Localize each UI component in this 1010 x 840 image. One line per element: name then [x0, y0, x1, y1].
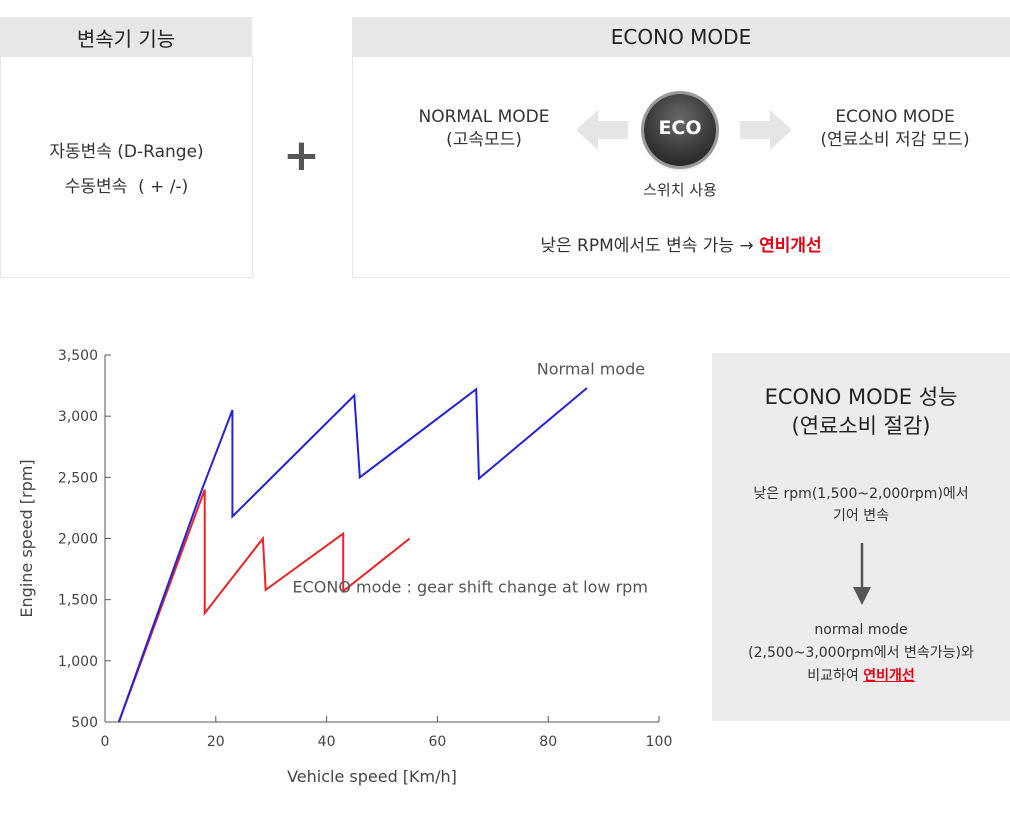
y-tick-label: 3,500 — [58, 348, 98, 364]
econo-performance-box: ECONO MODE 성능 (연료소비 절감) 낮은 rpm(1,500~2,0… — [712, 353, 1010, 721]
econo-note-highlight: 연비개선 — [759, 236, 822, 256]
eco-switch-button[interactable]: ECO — [644, 94, 716, 166]
y-tick-label: 2,500 — [58, 470, 98, 486]
performance-title-line2: (연료소비 절감) — [791, 414, 931, 438]
auto-shift-text: 자동변속 (D-Range) — [49, 142, 204, 162]
performance-title-line1: ECONO MODE 성능 — [764, 385, 958, 409]
y-tick-label: 3,000 — [58, 409, 98, 425]
performance-text-prefix: 비교하여 — [807, 668, 864, 684]
x-tick-label: 80 — [539, 734, 557, 750]
econo-mode-label: ECONO MODE (연료소비 저감 모드) — [800, 106, 990, 152]
arrow-right-icon — [740, 110, 792, 150]
y-tick-label: 1,500 — [58, 593, 98, 609]
econo-mode-line — [117, 489, 411, 723]
y-tick-label: 500 — [71, 715, 98, 731]
normal-mode-label: NORMAL MODE (고속모드) — [404, 106, 564, 152]
switch-label: 스위치 사용 — [643, 181, 717, 199]
plus-icon: + — [283, 130, 320, 181]
arrow-left-icon — [576, 110, 628, 150]
y-axis-label: Engine speed [rpm] — [17, 459, 36, 617]
performance-title: ECONO MODE 성능 (연료소비 절감) — [712, 383, 1010, 441]
engine-speed-chart: 500 1,000 1,500 2,000 2,500 3,000 3,500 0 20 40 60… — [17, 348, 673, 786]
x-tick-label: 40 — [318, 734, 336, 750]
y-tick-label: 1,000 — [58, 654, 98, 670]
x-axis-label: Vehicle speed [Km/h] — [287, 767, 457, 786]
performance-text-top: 낮은 rpm(1,500~2,000rpm)에서 기어 변속 — [712, 483, 1010, 527]
econo-note-text: 낮은 RPM에서도 변속 가능 → — [540, 236, 760, 256]
performance-text-bottom: normal mode (2,500~3,000rpm에서 변속가능)와 비교하… — [712, 619, 1010, 688]
normal-mode-line — [117, 387, 588, 723]
manual-shift-text: 수동변속 ( + /-) — [64, 177, 189, 197]
normal-mode-text: NORMAL MODE — [418, 107, 550, 127]
performance-text-highlight: 연비개선 — [863, 668, 915, 684]
performance-text-line3: normal mode — [814, 622, 908, 638]
econo-mode-sub: (연료소비 저감 모드) — [820, 130, 970, 150]
econo-note: 낮은 RPM에서도 변속 가능 → 연비개선 — [352, 231, 1010, 256]
transmission-title-text: 변속기 기능 — [76, 26, 176, 51]
y-tick-label: 2,000 — [58, 532, 98, 548]
econo-title-text: ECONO MODE — [610, 25, 752, 49]
transmission-panel-title: 변속기 기능 — [0, 17, 252, 57]
x-tick-label: 60 — [428, 734, 446, 750]
x-tick-label: 0 — [101, 734, 110, 750]
transmission-panel: 자동변속 (D-Range) 수동변속 ( + /-) — [0, 57, 253, 278]
normal-mode-series-label: Normal mode — [537, 360, 645, 379]
econo-panel-title: ECONO MODE — [352, 17, 1010, 57]
econo-mode-series-label: ECONO mode : gear shift change at low rp… — [292, 577, 647, 596]
arrow-down-icon — [853, 543, 871, 605]
performance-text-line2: 기어 변속 — [833, 508, 889, 524]
econo-mode-text: ECONO MODE — [835, 107, 955, 127]
normal-mode-sub: (고속모드) — [446, 130, 522, 150]
performance-text-line5: 비교하여 연비개선 — [712, 665, 1010, 688]
x-tick-label: 100 — [646, 734, 673, 750]
x-tick-label: 20 — [207, 734, 225, 750]
performance-text-line1: 낮은 rpm(1,500~2,000rpm)에서 — [753, 486, 969, 502]
eco-button-label: ECO — [658, 117, 702, 139]
econo-panel — [352, 57, 1010, 278]
performance-text-line4: (2,500~3,000rpm에서 변속가능)와 — [748, 645, 974, 661]
